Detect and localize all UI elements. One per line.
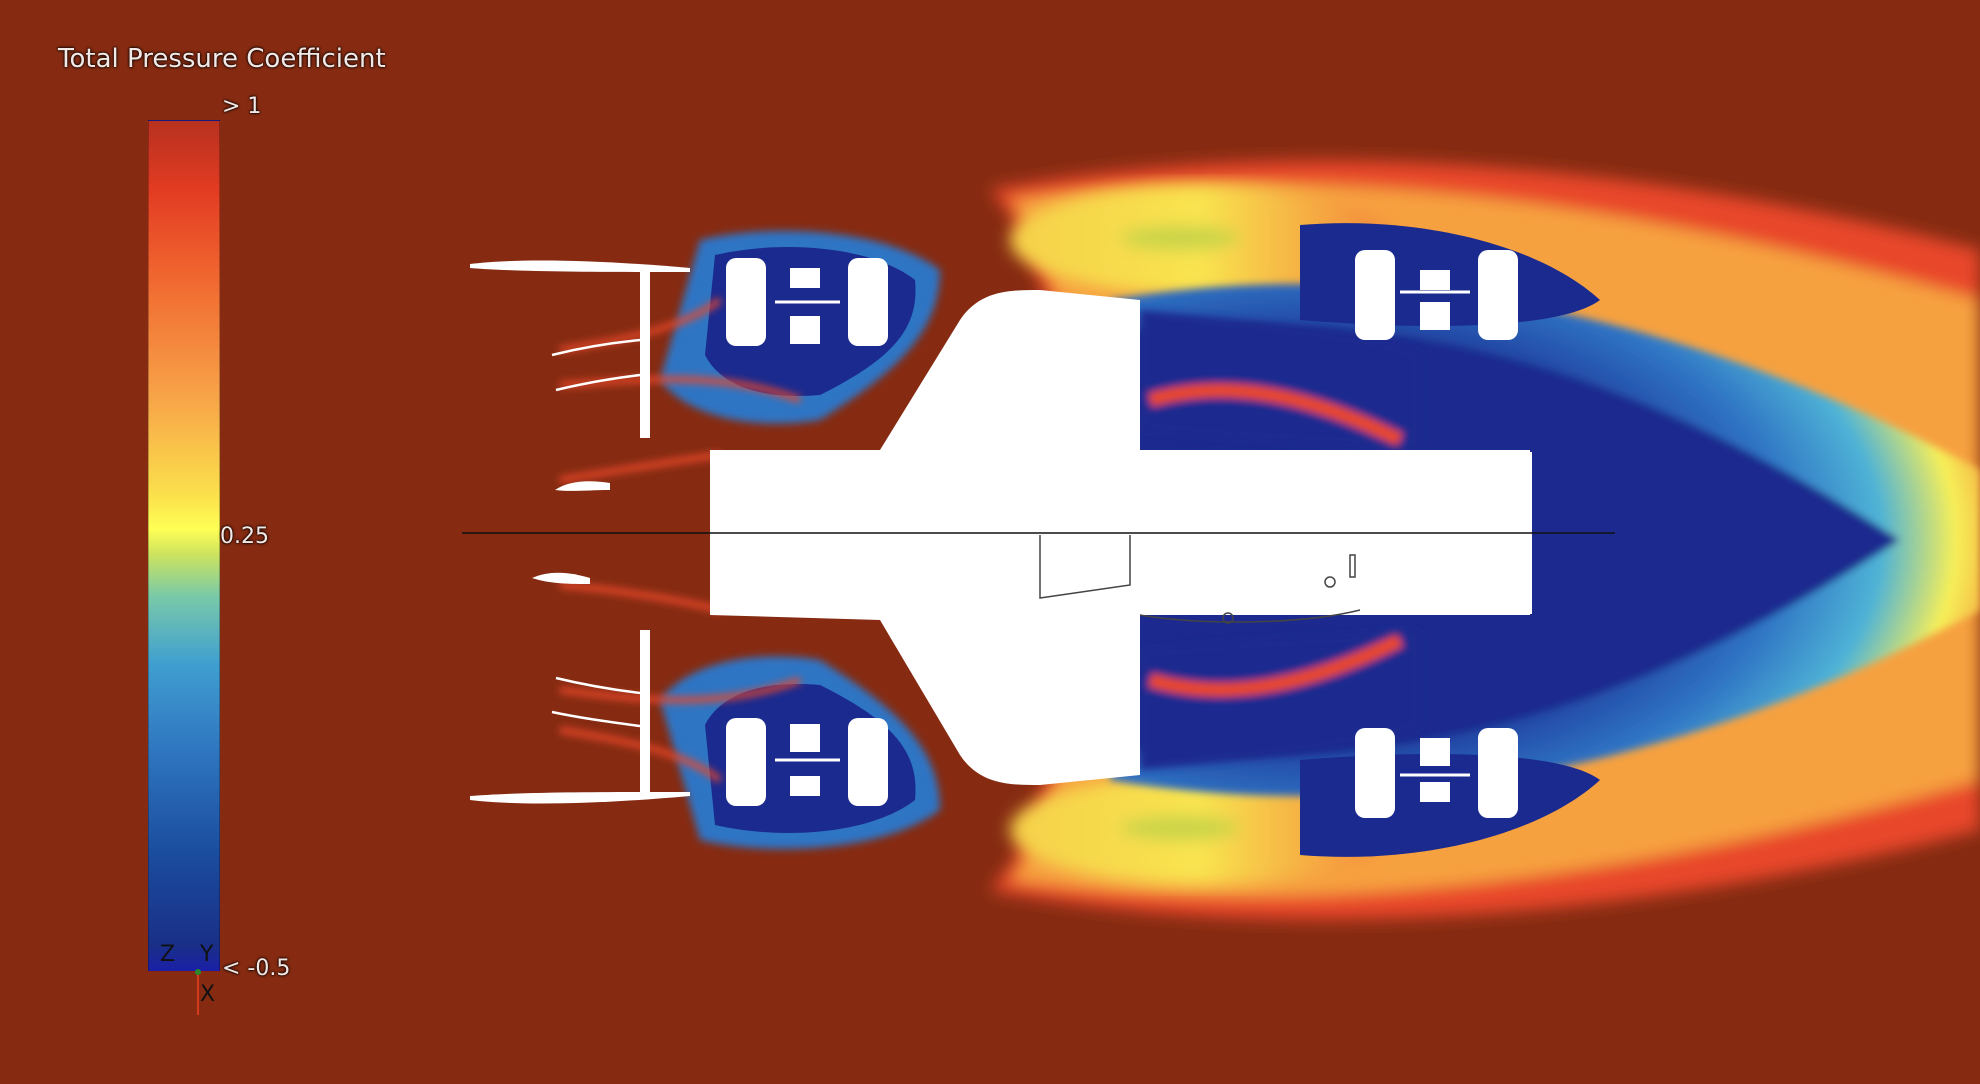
legend-title: Total Pressure Coefficient (58, 44, 386, 74)
rear-wheel-upper (1355, 250, 1518, 340)
axis-origin (195, 969, 201, 975)
legend-mid-label: 0.25 (220, 524, 269, 549)
front-wing (470, 260, 690, 804)
body-details (1039, 535, 1361, 624)
legend-min-label: < -0.5 (222, 956, 291, 981)
axis-y-label: Y (200, 942, 214, 967)
color-scale-bar (148, 120, 220, 972)
legend-max-label: > 1 (222, 94, 262, 119)
axis-z-label: Z (160, 942, 176, 967)
front-wheel-upper (726, 258, 888, 346)
lower-plume (1010, 775, 1390, 885)
front-wheel-lower (726, 718, 888, 806)
upper-plume (1010, 185, 1390, 295)
axis-x-label: X (200, 982, 216, 1007)
rear-wheel-lower (1355, 728, 1518, 818)
front-wing-flaps (551, 338, 641, 728)
axis-triad (195, 969, 201, 1015)
sidepod-wake (1140, 310, 1420, 770)
